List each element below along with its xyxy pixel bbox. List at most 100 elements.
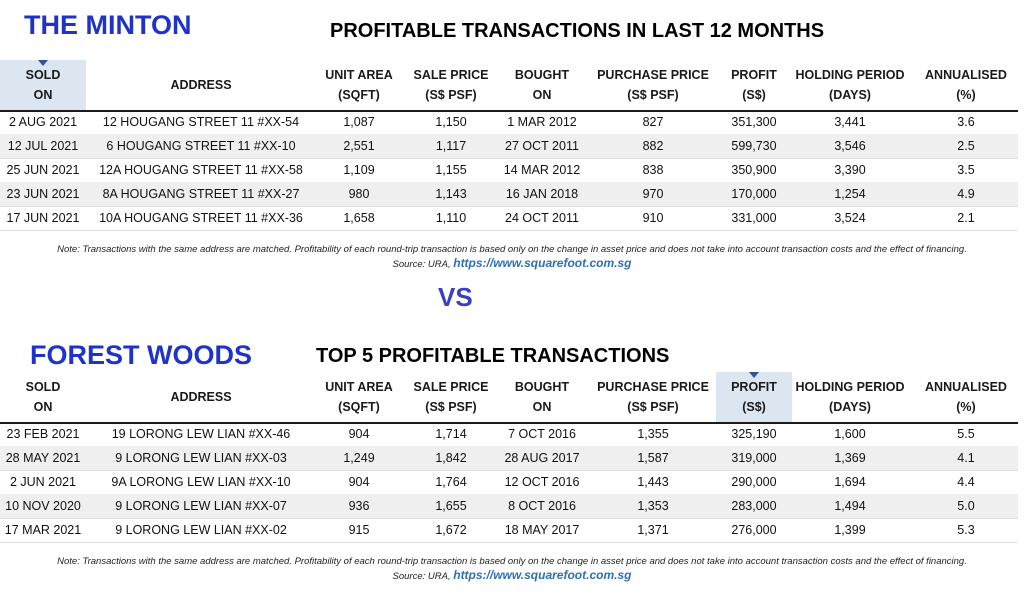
cell-unit-area: 904 xyxy=(348,427,370,441)
table-row: 23 JUN 2021 8A HOUGANG STREET 11 #XX-27 98… xyxy=(0,182,1018,207)
cell-profit: 599,730 xyxy=(731,139,777,153)
column-header-sale-price[interactable]: SALE PRICE (S$ PSF) xyxy=(402,372,500,422)
cell-profit: 319,000 xyxy=(731,451,777,465)
cell-profit: 170,000 xyxy=(731,187,777,201)
table-row: 17 JUN 2021 10A HOUGANG STREET 11 #XX-36 1… xyxy=(0,206,1018,231)
cell-unit-area: 2,551 xyxy=(343,139,375,153)
source-link[interactable]: https://www.squarefoot.com.sg xyxy=(453,568,632,582)
cell-purchase-price: 838 xyxy=(642,163,664,177)
cell-sold-on: 2 AUG 2021 xyxy=(8,115,78,129)
cell-purchase-price: 910 xyxy=(642,211,664,225)
cell-address: 9 LORONG LEW LIAN #XX-07 xyxy=(115,499,287,513)
column-header-line1: ADDRESS xyxy=(170,78,232,92)
column-header-line1: SALE PRICE xyxy=(413,68,489,82)
source-link[interactable]: https://www.squarefoot.com.sg xyxy=(453,256,632,270)
column-header-profit[interactable]: PROFIT (S$) xyxy=(716,60,792,110)
cell-sale-price: 1,117 xyxy=(435,139,467,153)
source-prefix: Source: URA, xyxy=(392,571,451,582)
cell-profit: 290,000 xyxy=(731,475,777,489)
cell-sale-price: 1,110 xyxy=(435,211,467,225)
column-header-bought-on[interactable]: BOUGHT ON xyxy=(500,372,584,422)
cell-annualised: 5.0 xyxy=(957,499,975,513)
cell-bought-on: 7 OCT 2016 xyxy=(508,427,576,441)
column-header-sold-on[interactable]: SOLD ON xyxy=(0,60,86,110)
cell-annualised: 5.5 xyxy=(957,427,975,441)
cell-sold-on: 28 MAY 2021 xyxy=(5,451,81,465)
column-header-line1: BOUGHT xyxy=(514,380,570,394)
column-header-line1: SOLD xyxy=(25,68,61,82)
column-header-purchase-price[interactable]: PURCHASE PRICE (S$ PSF) xyxy=(584,372,722,422)
table-row: 17 MAR 2021 9 LORONG LEW LIAN #XX-02 915 1,… xyxy=(0,518,1018,543)
cell-address: 8A HOUGANG STREET 11 #XX-27 xyxy=(102,187,300,201)
column-header-holding-period[interactable]: HOLDING PERIOD (DAYS) xyxy=(786,372,914,422)
cell-sold-on: 2 JUN 2021 xyxy=(9,475,76,489)
cell-address: 9A LORONG LEW LIAN #XX-10 xyxy=(111,475,291,489)
cell-purchase-price: 1,371 xyxy=(637,523,669,537)
cell-profit: 351,300 xyxy=(731,115,777,129)
column-header-unit-area[interactable]: UNIT AREA (SQFT) xyxy=(316,372,402,422)
cell-unit-area: 915 xyxy=(348,523,370,537)
cell-annualised: 2.1 xyxy=(957,211,975,225)
source-prefix: Source: URA, xyxy=(392,259,451,270)
cell-address: 19 LORONG LEW LIAN #XX-46 xyxy=(111,427,291,441)
column-header-line2: (S$) xyxy=(742,400,766,414)
column-header-annualised[interactable]: ANNUALISED (%) xyxy=(914,60,1018,110)
cell-sold-on: 12 JUL 2021 xyxy=(7,139,79,153)
cell-sale-price: 1,672 xyxy=(435,523,467,537)
cell-holding-period: 1,399 xyxy=(834,523,866,537)
column-header-unit-area[interactable]: UNIT AREA (SQFT) xyxy=(316,60,402,110)
column-header-sale-price[interactable]: SALE PRICE (S$ PSF) xyxy=(402,60,500,110)
column-header-line2: ON xyxy=(33,88,53,102)
column-header-line2: ON xyxy=(532,400,552,414)
column-header-purchase-price[interactable]: PURCHASE PRICE (S$ PSF) xyxy=(584,60,722,110)
cell-address: 9 LORONG LEW LIAN #XX-03 xyxy=(115,451,287,465)
source-line-forest-woods: Source: URA, https://www.squarefoot.com.… xyxy=(0,568,1024,584)
column-header-line1: PROFIT xyxy=(731,68,777,82)
project-title-forest-woods: FOREST WOODS xyxy=(30,340,252,370)
source-line-minton: Source: URA, https://www.squarefoot.com.… xyxy=(0,256,1024,272)
cell-purchase-price: 827 xyxy=(642,115,664,129)
column-header-line2: (S$ PSF) xyxy=(627,88,679,102)
cell-bought-on: 24 OCT 2011 xyxy=(505,211,579,225)
column-header-sold-on[interactable]: SOLD ON xyxy=(0,372,86,422)
cell-address: 10A HOUGANG STREET 11 #XX-36 xyxy=(99,211,303,225)
cell-holding-period: 3,390 xyxy=(834,163,866,177)
cell-sale-price: 1,714 xyxy=(435,427,467,441)
project-title-minton: THE MINTON xyxy=(24,10,192,40)
disclaimer-note-minton: Note: Transactions with the same address… xyxy=(57,244,967,255)
column-header-profit[interactable]: PROFIT (S$) xyxy=(716,372,792,422)
cell-bought-on: 28 AUG 2017 xyxy=(504,451,580,465)
column-header-address[interactable]: ADDRESS xyxy=(86,60,316,110)
cell-annualised: 2.5 xyxy=(957,139,975,153)
column-header-holding-period[interactable]: HOLDING PERIOD (DAYS) xyxy=(786,60,914,110)
column-header-line2: (%) xyxy=(956,88,976,102)
cell-holding-period: 3,441 xyxy=(834,115,866,129)
cell-annualised: 3.6 xyxy=(957,115,975,129)
cell-sold-on: 17 MAR 2021 xyxy=(4,523,82,537)
cell-address: 12A HOUGANG STREET 11 #XX-58 xyxy=(99,163,303,177)
table-title-forest-woods: TOP 5 PROFITABLE TRANSACTIONS xyxy=(316,345,670,367)
table-header: SOLD ON ADDRESS UNIT AREA (SQFT) SALE PRICE (S… xyxy=(0,372,1018,424)
table-row: 2 JUN 2021 9A LORONG LEW LIAN #XX-10 904 1,… xyxy=(0,470,1018,495)
cell-purchase-price: 1,355 xyxy=(637,427,669,441)
cell-unit-area: 1,658 xyxy=(343,211,375,225)
cell-holding-period: 1,600 xyxy=(834,427,866,441)
cell-sale-price: 1,842 xyxy=(435,451,467,465)
cell-profit: 331,000 xyxy=(731,211,777,225)
cell-holding-period: 3,524 xyxy=(834,211,866,225)
column-header-address[interactable]: ADDRESS xyxy=(86,372,316,422)
cell-bought-on: 1 MAR 2012 xyxy=(507,115,577,129)
column-header-line2: (DAYS) xyxy=(829,400,871,414)
column-header-line2: ON xyxy=(33,400,53,414)
cell-unit-area: 1,109 xyxy=(343,163,375,177)
column-header-line2: (S$ PSF) xyxy=(425,400,477,414)
cell-holding-period: 1,694 xyxy=(834,475,866,489)
table-header: SOLD ON ADDRESS UNIT AREA (SQFT) SALE PRICE (S… xyxy=(0,60,1018,112)
table-row: 2 AUG 2021 12 HOUGANG STREET 11 #XX-54 1,0… xyxy=(0,110,1018,135)
cell-holding-period: 3,546 xyxy=(834,139,866,153)
column-header-annualised[interactable]: ANNUALISED (%) xyxy=(914,372,1018,422)
column-header-line1: PURCHASE PRICE xyxy=(597,68,709,82)
column-header-bought-on[interactable]: BOUGHT ON xyxy=(500,60,584,110)
cell-bought-on: 27 OCT 2011 xyxy=(505,139,579,153)
column-header-line2: ON xyxy=(532,88,552,102)
